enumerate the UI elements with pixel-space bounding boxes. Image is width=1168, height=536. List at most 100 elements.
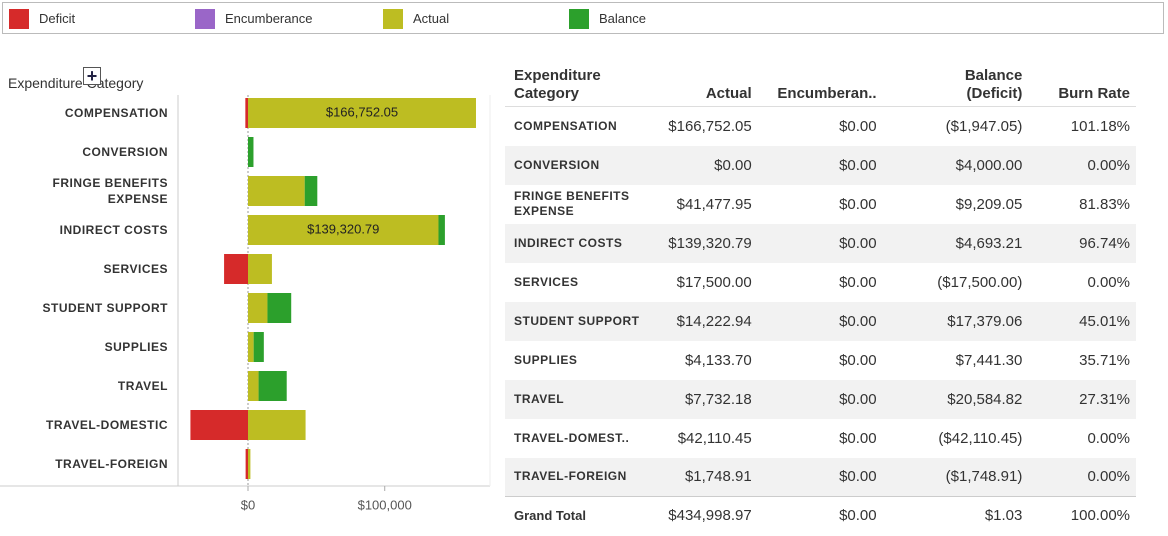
category-label: SUPPLIES: [104, 340, 168, 354]
bar: [248, 332, 254, 362]
legend-label: Encumberance: [225, 11, 313, 26]
category-label: STUDENT SUPPORT: [42, 301, 168, 315]
table-cell: 27.31%: [1028, 379, 1136, 419]
table-cell: TRAVEL-DOMEST..: [514, 430, 630, 445]
legend-swatch: [195, 9, 215, 29]
table-cell: COMPENSATION: [514, 118, 618, 133]
column-header: Actual: [646, 64, 758, 107]
table-row: CONVERSION $0.00 $0.00 $4,000.00 0.00%: [505, 145, 1136, 185]
table-row: INDIRECT COSTS $139,320.79 $0.00 $4,693.21 9…: [505, 223, 1136, 263]
bar: [438, 215, 445, 245]
table-cell: $42,110.45: [677, 429, 752, 447]
expand-button[interactable]: +: [83, 67, 101, 85]
total-cell: 100.00%: [1028, 496, 1136, 535]
total-cell: Grand Total: [505, 496, 647, 535]
bar: [253, 332, 264, 362]
table-cell: CONVERSION: [505, 145, 647, 185]
table-row: COMPENSATION $166,752.05 $0.00 ($1,947.05) 1…: [505, 107, 1136, 146]
total-cell: $1.03: [882, 496, 1029, 535]
legend: Deficit Encumberance Actual Balance: [2, 2, 1164, 34]
bar: [258, 371, 287, 401]
table-cell: $14,222.94: [646, 301, 758, 341]
table-row: TRAVEL-DOMEST.. $42,110.45 $0.00 ($42,110.4…: [505, 419, 1136, 458]
table-cell: SERVICES: [514, 274, 579, 289]
bar: [248, 215, 439, 245]
category-label: TRAVEL-FOREIGN: [55, 457, 168, 471]
table-cell: $41,477.95: [676, 195, 752, 213]
bar: [248, 137, 254, 167]
bar: [248, 98, 476, 128]
legend-label: Balance: [599, 11, 646, 26]
bar: [267, 293, 292, 323]
table-row: SERVICES $17,500.00 $0.00 ($17,500.00) 0.00%: [505, 263, 1136, 302]
table-cell: $139,320.79: [646, 223, 758, 263]
bar: [190, 410, 249, 440]
table-cell: $0.00: [757, 379, 883, 419]
x-tick-label: $0: [241, 497, 255, 512]
table-cell: SUPPLIES: [514, 352, 578, 367]
table-cell: TRAVEL: [505, 379, 647, 419]
total-row: Grand Total $434,998.97 $0.00 $1.03 100.00%: [505, 496, 1136, 535]
table-cell: ($1,748.91): [882, 457, 1029, 497]
data-table: Expenditure Category Actual Encumberan.. Ba…: [505, 64, 1136, 535]
table-cell: $17,379.06: [882, 301, 1029, 341]
column-header: Expenditure Category: [505, 64, 647, 107]
table-cell: 96.74%: [1028, 223, 1136, 263]
table-cell: ($17,500.00): [937, 273, 1023, 291]
data-label: $166,752.05: [326, 104, 398, 119]
bar: [248, 371, 259, 401]
bar: [245, 98, 249, 128]
table-cell: $1,748.91: [646, 457, 758, 497]
table-cell: 0.00%: [1028, 457, 1136, 497]
legend-label: Deficit: [39, 11, 76, 26]
x-tick-label: $100,000: [358, 497, 412, 512]
bar: [304, 176, 318, 206]
table-row: TRAVEL-FOREIGN $1,748.91 $0.00 ($1,748.91) 0…: [505, 457, 1136, 497]
table-row: SUPPLIES $4,133.70 $0.00 $7,441.30 35.71%: [505, 341, 1136, 380]
bar: [248, 410, 306, 440]
bar: [245, 449, 249, 479]
table-cell: $0.00: [839, 273, 877, 291]
table-cell: TRAVEL-FOREIGN: [505, 457, 647, 497]
table-cell: ($1,947.05): [945, 117, 1023, 135]
table-cell: 35.71%: [1079, 351, 1130, 369]
table-cell: FRINGE BENEFITS EXPENSE: [514, 189, 630, 218]
table-row: STUDENT SUPPORT $14,222.94 $0.00 $17,379.06…: [505, 301, 1136, 341]
legend-swatch: [569, 9, 589, 29]
bar-chart: $0 $100,000 $166,752.05 $139,320.79: [0, 95, 491, 512]
axis-title: Expenditure Category: [8, 75, 144, 91]
bar: [248, 449, 251, 479]
table-cell: 45.01%: [1028, 301, 1136, 341]
table-cell: STUDENT SUPPORT: [505, 301, 647, 341]
category-label: SERVICES: [103, 262, 168, 276]
table-cell: $166,752.05: [668, 117, 752, 135]
table-cell: $7,441.30: [955, 351, 1023, 369]
category-label: COMPENSATION: [64, 106, 168, 120]
table-cell: $0.00: [757, 301, 883, 341]
column-header: Burn Rate: [1028, 64, 1136, 107]
total-cell: $0.00: [757, 496, 883, 535]
table-cell: $0.00: [757, 457, 883, 497]
category-label: FRINGE BENEFITS EXPENSE: [52, 176, 168, 206]
total-cell: $434,998.97: [646, 496, 758, 535]
column-header: Encumberan..: [757, 64, 883, 107]
table-cell: $0.00: [646, 145, 758, 185]
legend-label: Actual: [413, 11, 450, 26]
table-cell: $7,732.18: [646, 379, 758, 419]
table-cell: $0.00: [757, 145, 883, 185]
bar: [248, 293, 268, 323]
table-cell: $4,133.70: [684, 351, 752, 369]
table-cell: INDIRECT COSTS: [505, 223, 647, 263]
table-cell: $0.00: [839, 351, 877, 369]
table-cell: 0.00%: [1087, 273, 1130, 291]
legend-swatch: [383, 9, 403, 29]
category-label: INDIRECT COSTS: [59, 223, 168, 237]
table-cell: 81.83%: [1079, 195, 1130, 213]
category-label: TRAVEL: [117, 379, 168, 393]
table-row: FRINGE BENEFITS EXPENSE $41,477.95 $0.00 $9…: [505, 185, 1136, 224]
table-cell: 0.00%: [1087, 429, 1130, 447]
data-label: $139,320.79: [307, 221, 379, 236]
bar: [248, 176, 305, 206]
category-label: CONVERSION: [82, 145, 168, 159]
